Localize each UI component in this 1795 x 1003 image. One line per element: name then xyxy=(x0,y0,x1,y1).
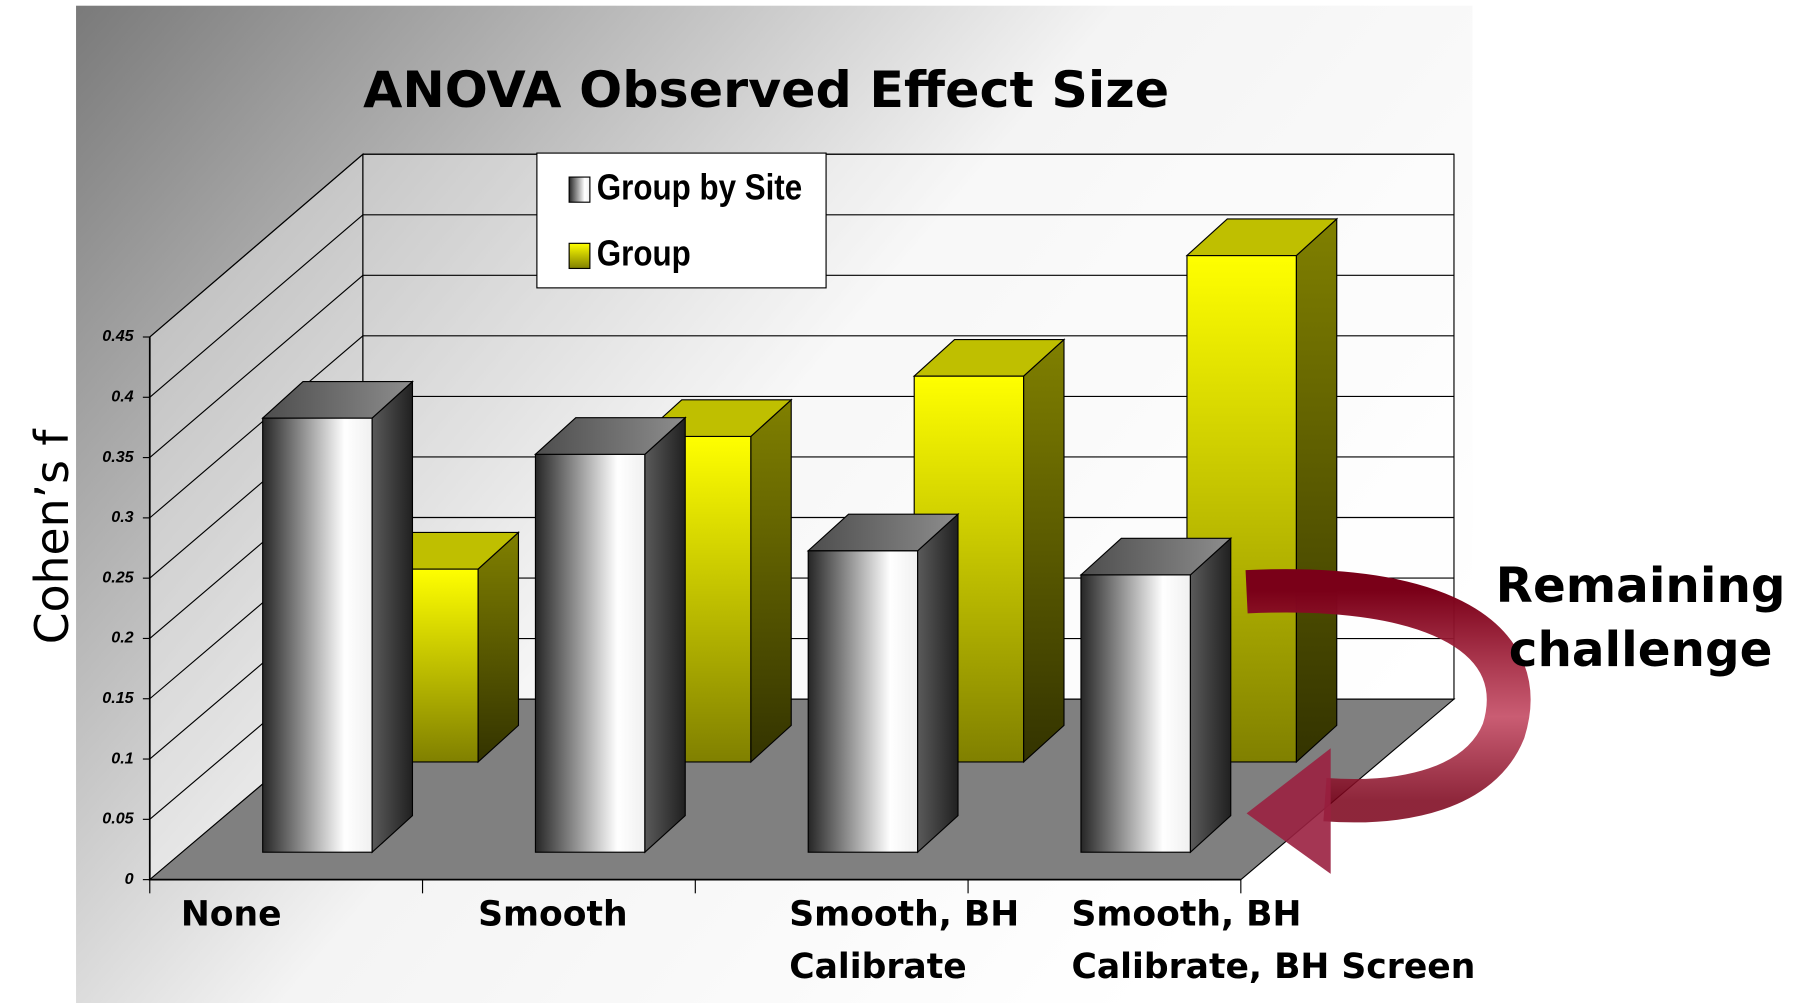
y-tick-label: 0.35 xyxy=(102,448,134,466)
legend-swatch xyxy=(568,176,591,203)
y-tick-label: 0.2 xyxy=(111,629,133,647)
legend-swatch xyxy=(568,242,591,270)
bar-side xyxy=(371,380,414,854)
bar-top xyxy=(261,380,414,419)
y-tick-label: 0.25 xyxy=(102,568,134,586)
y-tick-label: 0.05 xyxy=(102,810,134,828)
bar xyxy=(806,512,960,854)
bar-side xyxy=(1189,537,1232,854)
grid-line xyxy=(149,153,364,338)
chart-title: ANOVA Observed Effect Size xyxy=(363,60,1169,119)
annotation-arrow xyxy=(1245,569,1531,823)
y-tick-label: 0.45 xyxy=(102,327,134,345)
legend-label: Group xyxy=(597,233,691,274)
y-tick-label: 0.15 xyxy=(102,689,134,707)
bar-front xyxy=(1080,574,1192,853)
bar-front xyxy=(262,417,373,853)
bar xyxy=(1079,537,1233,854)
y-tick-label: 0.1 xyxy=(111,749,133,767)
annotation-box: Remaining challenge xyxy=(1495,557,1786,678)
bar-side xyxy=(477,531,520,764)
x-tick-label: Smooth, BH Calibrate, BH Screen xyxy=(1071,894,1476,988)
y-tick-label: 0.4 xyxy=(111,388,133,406)
annotation-arrowhead xyxy=(1246,748,1331,874)
bar-side xyxy=(1023,338,1065,764)
x-tick-label: None xyxy=(180,894,282,935)
bar xyxy=(261,380,414,854)
x-tick-label: Smooth, BH Calibrate xyxy=(789,894,1020,988)
grid-line xyxy=(149,335,364,519)
bar-front xyxy=(807,550,919,853)
bar-top xyxy=(1079,537,1233,576)
y-tick-label: 0.3 xyxy=(111,508,133,526)
bar-top xyxy=(1185,218,1339,257)
bar-top xyxy=(912,338,1066,377)
bar-side xyxy=(1295,217,1338,764)
legend-label: Group by Site xyxy=(597,167,802,208)
x-tick-label-box: Smooth, BH Calibrate, BH Screen xyxy=(1071,894,1476,988)
grid-line xyxy=(149,274,364,459)
y-axis-label: Cohen’s f xyxy=(25,428,79,645)
bar-front xyxy=(534,453,646,853)
bar-top xyxy=(533,417,687,455)
x-tick-label-box: None xyxy=(180,894,282,935)
bar-side xyxy=(917,512,959,854)
x-tick-label-box: Smooth, BH Calibrate xyxy=(789,894,1020,988)
x-tick-label-box: Smooth xyxy=(478,894,628,935)
grid-line xyxy=(149,214,364,398)
bar-top xyxy=(806,513,960,552)
bar xyxy=(533,416,687,854)
bar xyxy=(1185,217,1339,764)
annotation: Remaining challenge xyxy=(1495,557,1786,678)
y-tick-label: 0 xyxy=(125,870,134,888)
x-tick-label: Smooth xyxy=(478,894,628,935)
bar-side xyxy=(750,398,792,764)
bar-side xyxy=(644,416,686,854)
